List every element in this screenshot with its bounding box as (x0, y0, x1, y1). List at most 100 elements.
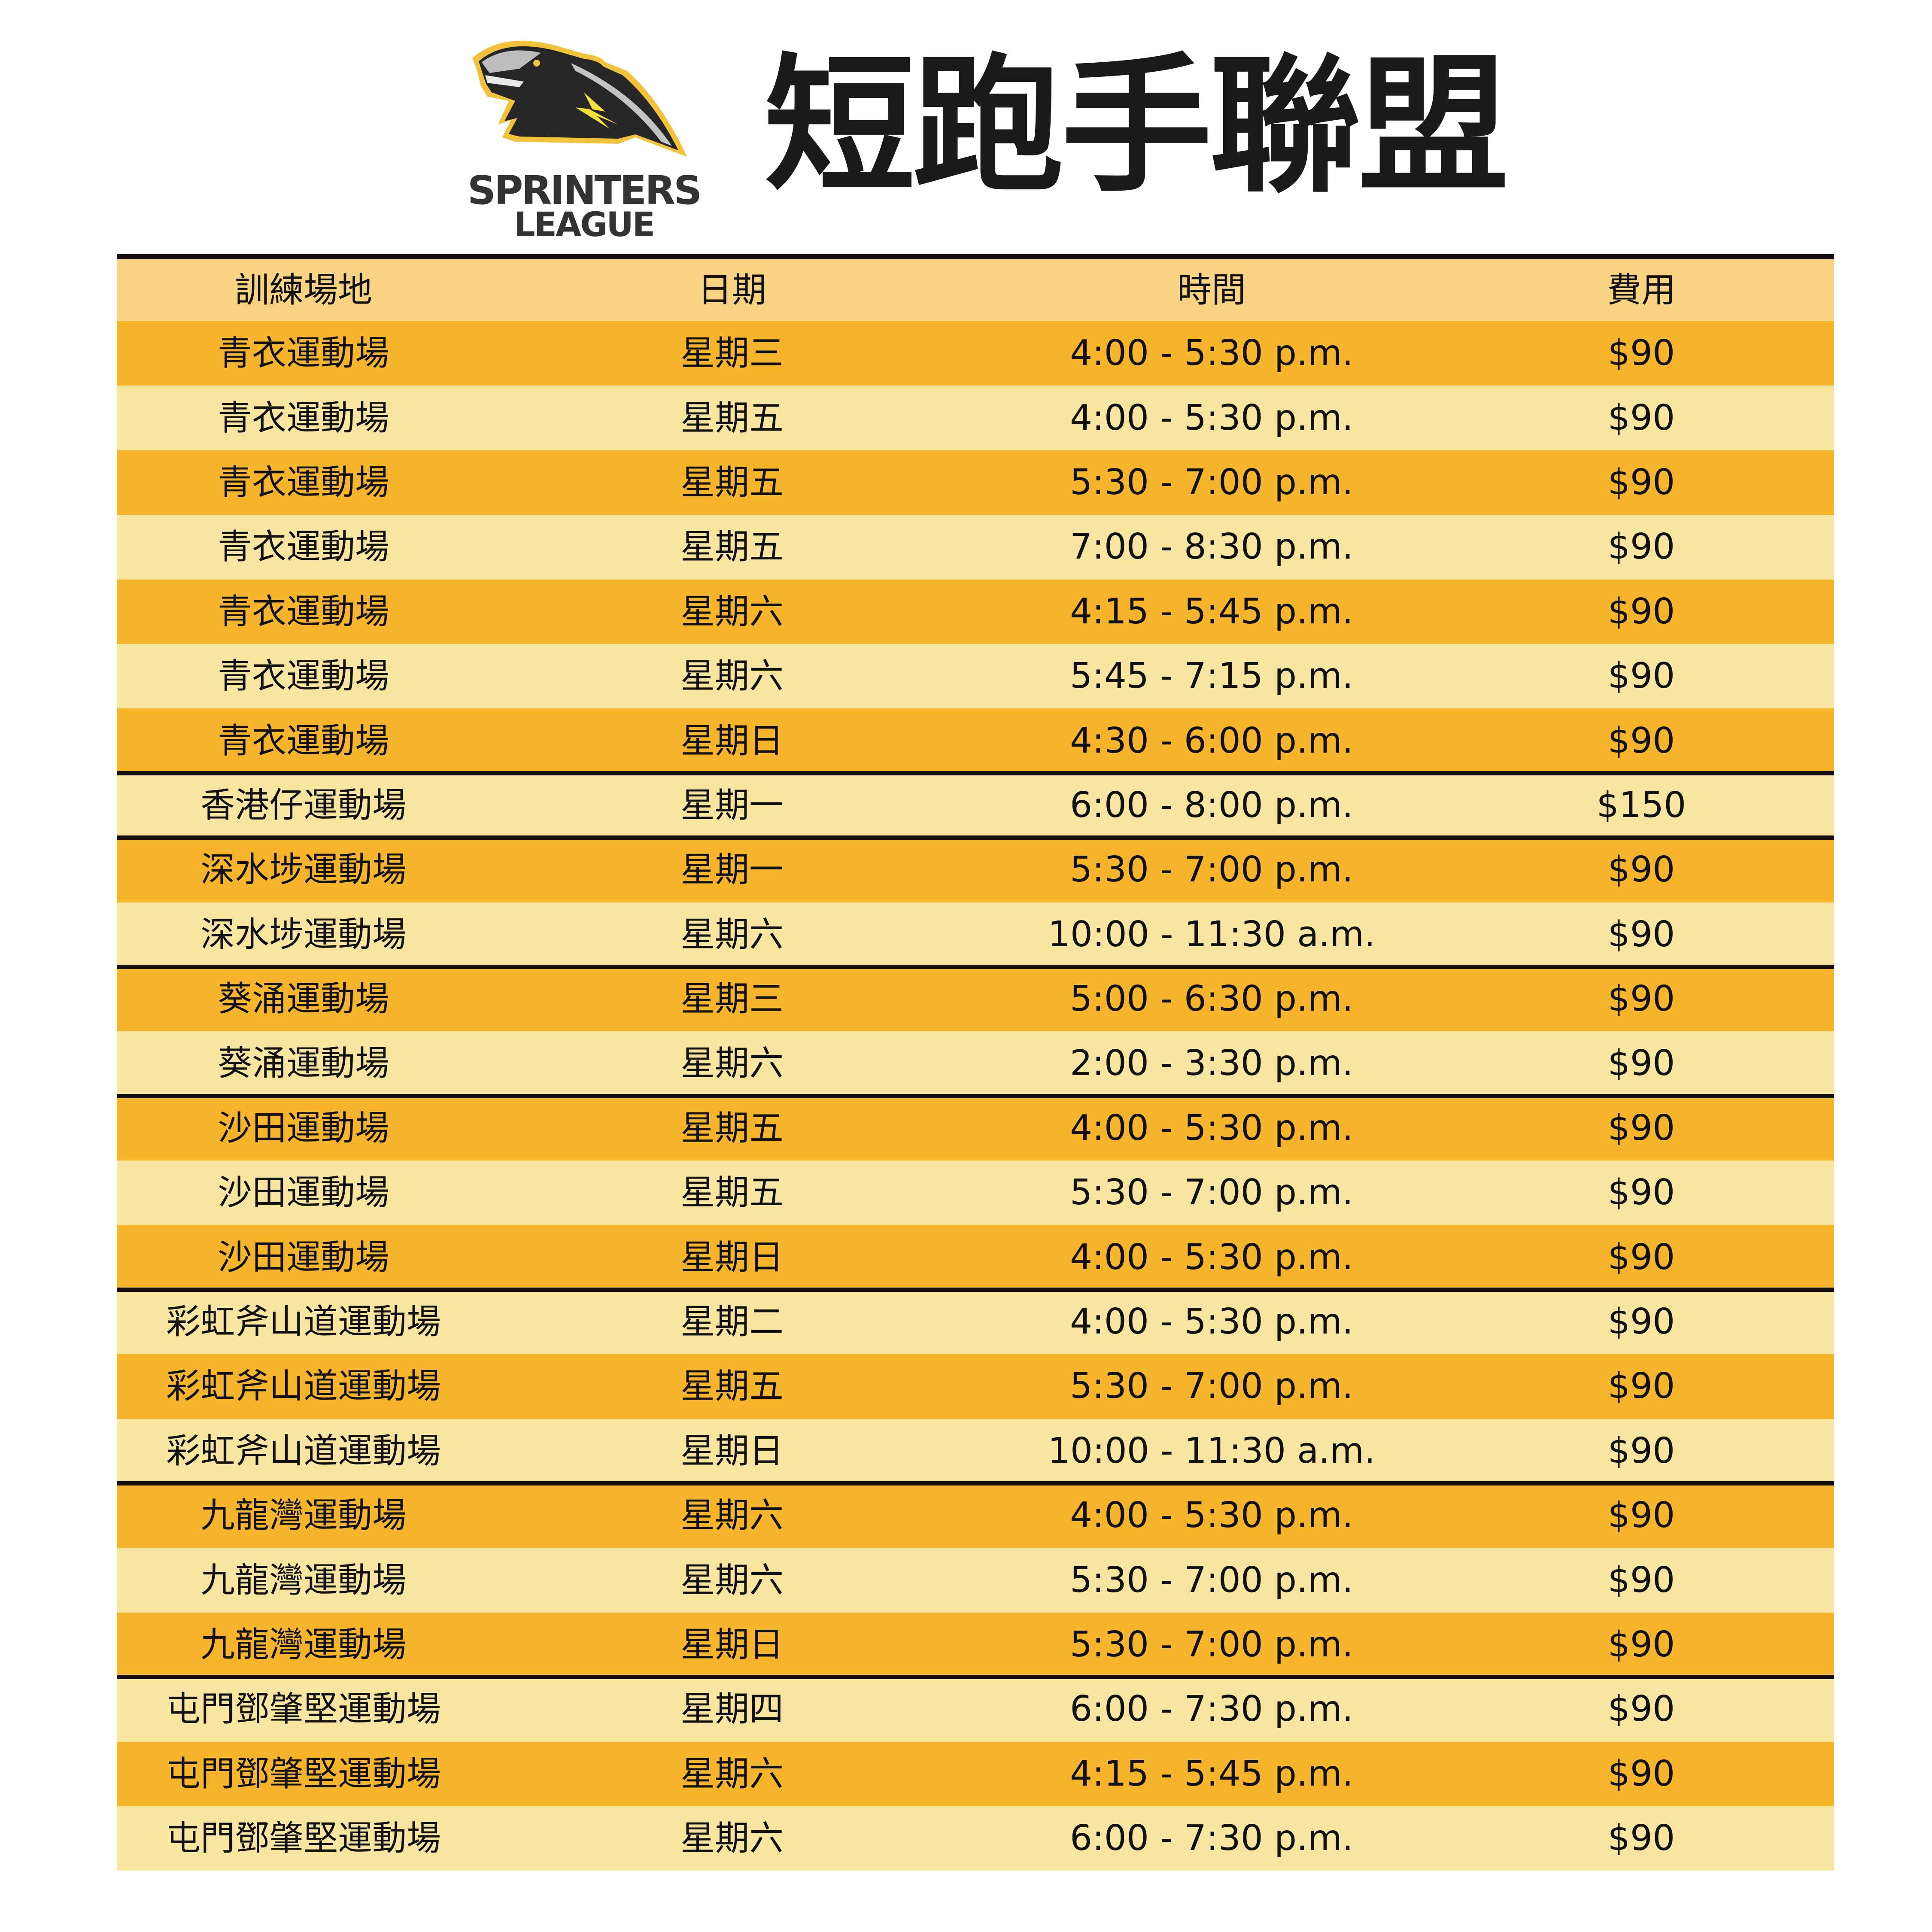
time-cell: 4:30 - 6:00 p.m. (1069, 720, 1354, 761)
fee-cell: $90 (1607, 462, 1675, 503)
schedule-table: 訓練場地 日期 時間 費用 青衣運動場星期三 4:00 - 5:30 p.m. $9… (117, 254, 1834, 1871)
day-cell: 星期三 (680, 979, 784, 1019)
day-cell: 星期五 (680, 1108, 784, 1148)
header-day: 日期 (698, 270, 766, 310)
fee-cell: $90 (1607, 333, 1675, 374)
table-row: 沙田運動場 星期五 5:30 - 7:00 p.m. $90 (117, 1160, 1834, 1225)
venue-cell: 青衣運動場 (218, 591, 389, 632)
table-row: 葵涌運動場 星期三 5:00 - 6:30 p.m. $90 (117, 966, 1834, 1032)
day-cell: 星期六 (680, 1753, 784, 1794)
fee-cell: $90 (1607, 1172, 1675, 1213)
header-venue: 訓練場地 (235, 270, 372, 310)
venue-cell: 彩虹斧山道運動場 (166, 1302, 441, 1342)
fee-cell: $90 (1607, 656, 1675, 697)
table-row: 沙田運動場 星期日 4:00 - 5:30 p.m. $90 (117, 1225, 1834, 1292)
time-cell: 4:00 - 5:30 p.m. (1069, 397, 1354, 438)
day-cell: 星期六 (680, 1495, 784, 1536)
table-row: 青衣運動場 星期六 5:45 - 7:15 p.m. $90 (117, 644, 1834, 709)
venue-cell: 屯門鄧肇堅運動場 (166, 1753, 441, 1794)
venue-cell: 屯門鄧肇堅運動場 (166, 1689, 441, 1729)
fee-cell: $90 (1607, 1107, 1675, 1148)
time-cell: 10:00 - 11:30 a.m. (1048, 914, 1376, 955)
table-row: 屯門鄧肇堅運動場 星期四 6:00 - 7:30 p.m. $90 (117, 1677, 1834, 1742)
venue-cell: 彩虹斧山道運動場 (166, 1366, 441, 1406)
table-body: 青衣運動場 星期三 4:00 - 5:30 p.m. $90 青衣運動場 星期五 4:00 … (117, 321, 1834, 1871)
table-row: 屯門鄧肇堅運動場 星期六 6:00 - 7:30 p.m. $90 (117, 1806, 1834, 1871)
venue-cell: 屯門鄧肇堅運動場 (166, 1818, 441, 1859)
day-cell: 星期六 (680, 1560, 784, 1600)
table-row: 青衣運動場 星期五 7:00 - 8:30 p.m. $90 (117, 515, 1834, 580)
venue-cell: 沙田運動場 (218, 1237, 389, 1277)
time-cell: 5:00 - 6:30 p.m. (1069, 978, 1354, 1020)
day-cell: 星期五 (680, 1366, 784, 1406)
fee-cell: $90 (1607, 1366, 1675, 1407)
table-row: 青衣運動場 星期六 4:15 - 5:45 p.m. $90 (117, 579, 1834, 644)
time-cell: 4:00 - 5:30 p.m. (1069, 333, 1354, 374)
venue-cell: 九龍灣運動場 (200, 1560, 407, 1600)
table-top-border (117, 254, 1834, 259)
day-cell: 星期四 (680, 1689, 784, 1729)
venue-cell: 深水埗運動場 (200, 914, 407, 954)
time-cell: 4:00 - 5:30 p.m. (1069, 1301, 1354, 1343)
panther-icon: SPRINTERS LEAGUE (468, 41, 702, 244)
time-cell: 4:00 - 5:30 p.m. (1069, 1107, 1354, 1148)
table-row: 青衣運動場 星期三 4:00 - 5:30 p.m. $90 (117, 321, 1834, 386)
table-row: 青衣運動場 星期日 4:30 - 6:00 p.m. $90 (117, 708, 1834, 776)
table-row: 葵涌運動場 星期六 2:00 - 3:30 p.m. $90 (117, 1031, 1834, 1099)
fee-cell: $90 (1607, 1559, 1675, 1601)
fee-cell: $90 (1607, 397, 1675, 438)
table-row: 深水埗運動場 星期六 10:00 - 11:30 a.m. $90 (117, 902, 1834, 969)
time-cell: 10:00 - 11:30 a.m. (1048, 1430, 1376, 1471)
time-cell: 2:00 - 3:30 p.m. (1069, 1043, 1354, 1084)
fee-cell: $90 (1607, 978, 1675, 1020)
time-cell: 4:15 - 5:45 p.m. (1069, 591, 1354, 632)
fee-cell: $90 (1607, 849, 1675, 890)
venue-cell: 青衣運動場 (218, 720, 389, 761)
day-cell: 星期五 (680, 1173, 784, 1213)
fee-cell: $90 (1607, 1689, 1675, 1730)
fee-cell: $90 (1607, 1753, 1675, 1794)
venue-cell: 青衣運動場 (218, 527, 389, 567)
fee-cell: $90 (1607, 1624, 1675, 1665)
time-cell: 5:30 - 7:00 p.m. (1069, 1172, 1354, 1213)
header-time: 時間 (1177, 270, 1246, 310)
time-cell: 4:00 - 5:30 p.m. (1069, 1236, 1354, 1278)
day-cell: 星期一 (680, 850, 784, 890)
table-row: 彩虹斧山道運動場 星期五 5:30 - 7:00 p.m. $90 (117, 1354, 1834, 1419)
time-cell: 5:45 - 7:15 p.m. (1069, 656, 1354, 697)
venue-cell: 葵涌運動場 (218, 979, 389, 1019)
time-cell: 6:00 - 8:00 p.m. (1069, 784, 1354, 826)
venue-cell: 沙田運動場 (218, 1108, 389, 1148)
table-row: 青衣運動場 星期五 5:30 - 7:00 p.m. $90 (117, 450, 1834, 515)
fee-cell: $90 (1607, 1043, 1675, 1084)
time-cell: 4:00 - 5:30 p.m. (1069, 1495, 1354, 1536)
table-header-row: 訓練場地 日期 時間 費用 (117, 259, 1834, 321)
venue-cell: 深水埗運動場 (200, 850, 407, 890)
venue-cell: 九龍灣運動場 (200, 1495, 407, 1536)
venue-cell: 沙田運動場 (218, 1173, 389, 1213)
time-cell: 7:00 - 8:30 p.m. (1069, 526, 1354, 568)
table-row: 彩虹斧山道運動場 星期二 4:00 - 5:30 p.m. $90 (117, 1289, 1834, 1355)
day-cell: 星期六 (680, 914, 784, 954)
page-title: 短跑手聯盟 (764, 40, 1509, 213)
day-cell: 星期六 (680, 656, 784, 696)
logo-text-sprinters: SPRINTERS (468, 167, 700, 213)
time-cell: 6:00 - 7:30 p.m. (1069, 1689, 1354, 1730)
fee-cell: $90 (1607, 526, 1675, 568)
day-cell: 星期六 (680, 591, 784, 632)
table-row: 沙田運動場 星期五 4:00 - 5:30 p.m. $90 (117, 1096, 1834, 1161)
venue-cell: 香港仔運動場 (200, 785, 407, 825)
fee-cell: $90 (1607, 720, 1675, 761)
time-cell: 5:30 - 7:00 p.m. (1069, 849, 1354, 890)
venue-cell: 青衣運動場 (218, 462, 389, 502)
header-fee: 費用 (1607, 270, 1676, 310)
time-cell: 6:00 - 7:30 p.m. (1069, 1818, 1354, 1859)
logo-text-league: LEAGUE (514, 206, 654, 243)
day-cell: 星期五 (680, 527, 784, 567)
table-row: 九龍灣運動場 星期六 5:30 - 7:00 p.m. $90 (117, 1548, 1834, 1613)
day-cell: 星期二 (680, 1302, 784, 1342)
fee-cell: $150 (1596, 784, 1686, 826)
day-cell: 星期日 (680, 720, 784, 761)
day-cell: 星期五 (680, 398, 784, 438)
time-cell: 5:30 - 7:00 p.m. (1069, 1366, 1354, 1407)
